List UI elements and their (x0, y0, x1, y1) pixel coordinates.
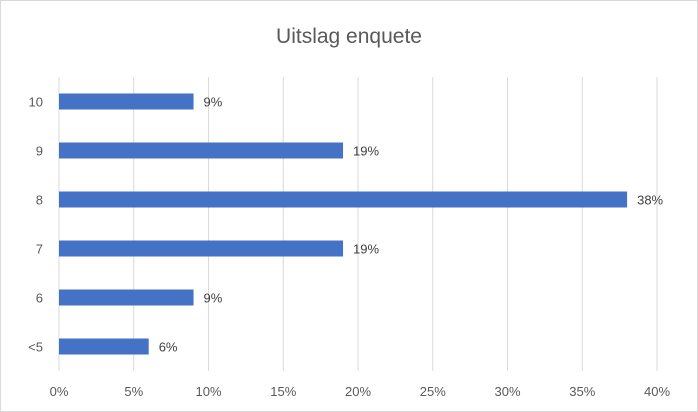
y-tick-label: <5 (28, 340, 43, 355)
y-tick-label: 10 (29, 95, 43, 110)
x-tick-label: 35% (569, 384, 595, 399)
bar-<5 (59, 338, 149, 355)
x-tick-label: 25% (420, 384, 446, 399)
bars (59, 93, 628, 355)
x-tick-label: 0% (50, 384, 69, 399)
y-tick-label: 6 (36, 291, 43, 306)
data-labels: 9% 19% 38% 19% 9% 6% (159, 95, 664, 355)
data-label: 9% (204, 291, 223, 306)
x-tick-label: 15% (270, 384, 296, 399)
y-tick-label: 8 (36, 193, 43, 208)
x-tick-label: 30% (494, 384, 520, 399)
gridlines (58, 77, 658, 371)
data-label: 19% (353, 144, 379, 159)
bar-8 (59, 191, 628, 208)
chart-title: Uitslag enquete (276, 25, 422, 48)
y-tick-label: 7 (36, 242, 43, 257)
data-label: 38% (637, 193, 663, 208)
x-tick-label: 40% (644, 384, 670, 399)
x-axis-ticks: 0% 5% 10% 15% 20% 25% 30% 35% 40% (50, 384, 671, 399)
bar-7 (59, 240, 344, 257)
x-tick-label: 5% (124, 384, 143, 399)
y-tick-label: 9 (36, 144, 43, 159)
x-tick-label: 10% (195, 384, 221, 399)
bar-9 (59, 142, 344, 159)
bar-10 (59, 93, 194, 110)
x-tick-label: 20% (345, 384, 371, 399)
data-label: 19% (353, 242, 379, 257)
bar-6 (59, 289, 194, 306)
y-axis-ticks: 10 9 8 7 6 <5 (28, 95, 43, 355)
data-label: 6% (159, 340, 178, 355)
data-label: 9% (204, 95, 223, 110)
